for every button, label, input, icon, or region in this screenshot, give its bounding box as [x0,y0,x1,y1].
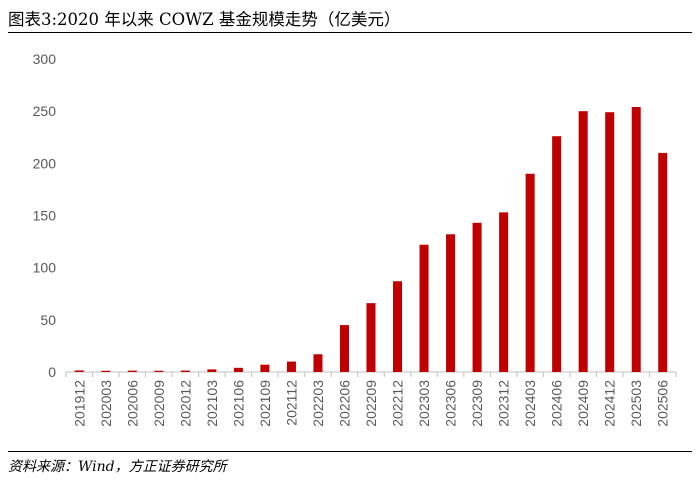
x-tick-label-202403: 202403 [522,380,538,427]
x-tick-label-202503: 202503 [628,380,644,427]
x-tick-label-202212: 202212 [390,380,406,427]
y-tick-label: 50 [40,312,56,328]
bar-202203 [313,354,323,372]
y-tick-label: 200 [33,155,57,171]
y-tick-label: 300 [33,51,57,67]
x-tick-label-202312: 202312 [496,380,512,427]
title-rule [8,32,692,33]
x-tick-label-202206: 202206 [336,380,352,427]
y-tick-label: 0 [48,364,56,380]
bar-202506 [658,152,668,372]
bar-202109 [260,364,270,372]
x-tick-label-202112: 202112 [283,380,299,426]
bar-202306 [446,234,456,372]
bar-202503 [631,106,641,372]
x-tick-label-202012: 202012 [177,380,193,427]
x-tick-label-202306: 202306 [443,380,459,427]
x-tick-label-202406: 202406 [549,380,565,427]
x-tick-label-201912: 201912 [71,380,87,427]
x-tick-label-202009: 202009 [151,380,167,427]
bar-202409 [578,111,588,373]
y-tick-label: 100 [33,260,57,276]
bar-202309 [472,222,482,372]
chart-title: 图表3:2020 年以来 COWZ 基金规模走势（亿美元） [8,10,401,29]
bar-201912 [74,370,84,372]
bar-202303 [419,244,429,372]
bar-202106 [233,367,243,372]
x-tick-label-202409: 202409 [575,380,591,427]
bar-202206 [339,325,349,372]
x-tick-label-202106: 202106 [230,380,246,427]
bar-202312 [499,212,509,372]
x-tick-label-202412: 202412 [602,380,618,427]
bar-202412 [605,112,615,373]
bar-202006 [127,370,137,372]
x-tick-label-202209: 202209 [363,380,379,427]
y-tick-label: 250 [33,103,57,119]
bar-chart: 0 50 100 150 200 250 300 201912 202003 202006 2020… [33,51,677,427]
bar-202209 [366,303,376,372]
x-tick-label-202506: 202506 [655,380,671,427]
x-tick-label-202006: 202006 [124,380,140,427]
x-tick-label-202309: 202309 [469,380,485,427]
bar-202103 [207,369,217,372]
x-tick-label-202103: 202103 [204,380,220,427]
bar-202012 [180,370,190,372]
y-tick-label: 150 [33,208,57,224]
x-tick-label-202203: 202203 [310,380,326,427]
x-tick-label-202303: 202303 [416,380,432,427]
bar-202112 [286,361,296,372]
source-note: 资料来源：Wind，方正证券研究所 [8,459,227,475]
bar-202403 [525,173,535,372]
x-tick-label-202109: 202109 [257,380,273,427]
bar-202003 [101,370,111,372]
x-tick-label-202003: 202003 [98,380,114,427]
bar-202009 [154,370,164,372]
bar-202212 [393,281,403,372]
bar-202406 [552,136,562,372]
source-rule [8,451,692,452]
